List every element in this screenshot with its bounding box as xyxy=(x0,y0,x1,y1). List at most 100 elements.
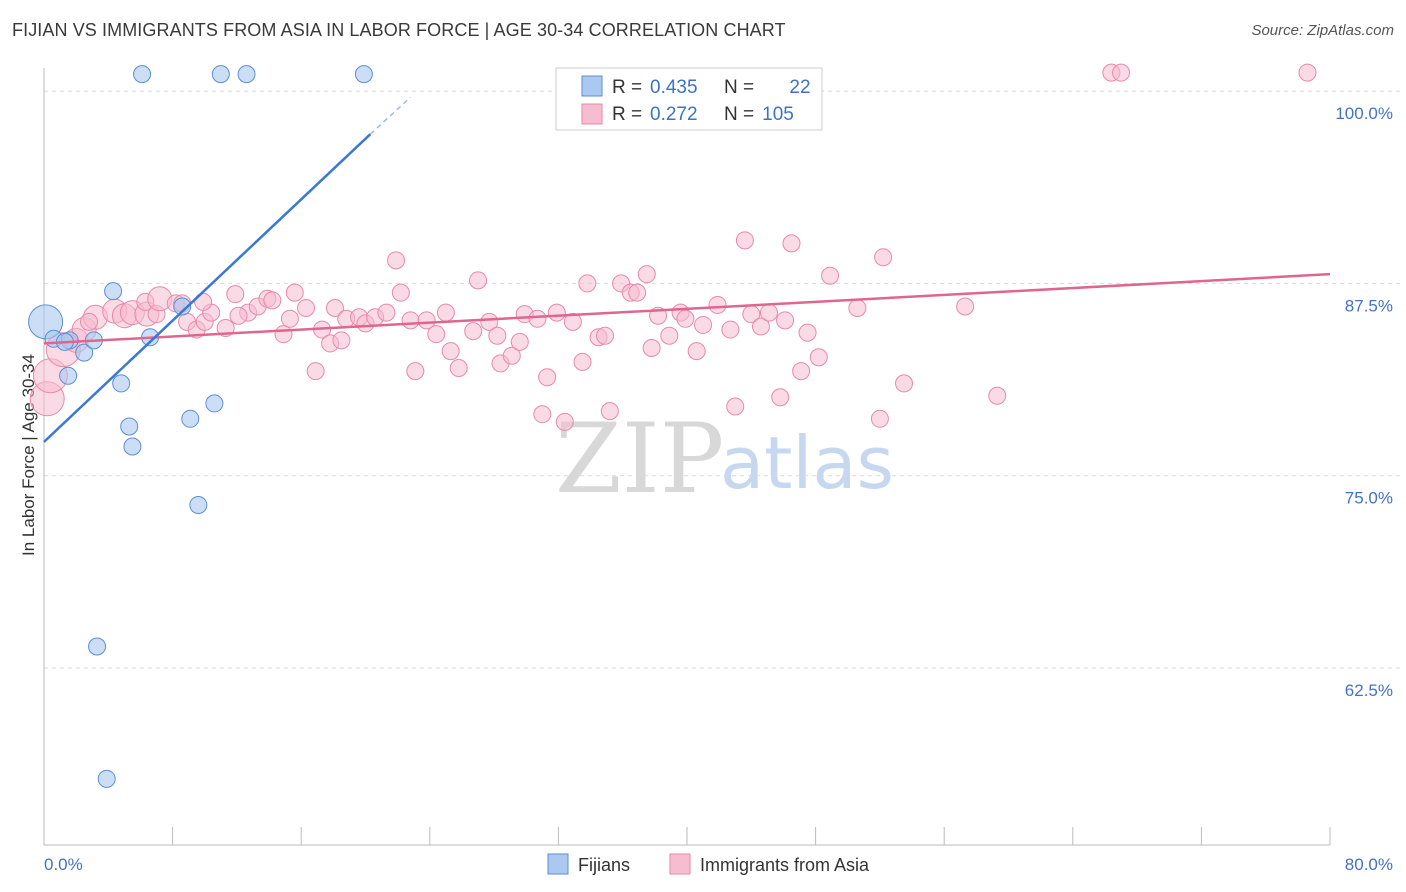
fijians-point xyxy=(88,637,107,656)
series-legend: Fijians Immigrants from Asia xyxy=(547,853,870,875)
asia-point xyxy=(578,274,597,293)
gridlines xyxy=(44,90,1400,669)
bottom-legend-asia: Immigrants from Asia xyxy=(700,855,870,875)
fijians-point xyxy=(97,769,116,788)
watermark: ZIP atlas xyxy=(555,403,894,515)
bottom-legend-swatch-asia xyxy=(669,853,691,875)
asia-point xyxy=(547,303,566,322)
fijians-point xyxy=(75,343,94,362)
axes xyxy=(43,68,1331,846)
stats-legend: R = 0.435 N = 22 R = 0.272 N = 105 xyxy=(555,67,823,131)
legend-swatch-fijians xyxy=(581,75,603,97)
asia-point xyxy=(1298,63,1317,82)
asia-point xyxy=(480,312,499,331)
legend-r-label-fijians: R = xyxy=(612,77,642,98)
series-immigrants-from-asia xyxy=(29,63,1317,431)
watermark-atlas: atlas xyxy=(720,421,894,505)
asia-point xyxy=(306,362,325,381)
fijians-point xyxy=(181,409,200,428)
asia-point xyxy=(563,312,582,331)
asia-point xyxy=(263,291,282,310)
asia-point xyxy=(406,362,425,381)
legend-r-label-asia: R = xyxy=(612,104,642,125)
asia-point xyxy=(694,315,713,334)
legend-n-value-fijians: 22 xyxy=(789,77,810,98)
legend-n-label-fijians: N = xyxy=(724,77,754,98)
asia-point xyxy=(687,342,706,361)
asia-point xyxy=(870,409,889,428)
asia-point xyxy=(642,339,661,358)
asia-point xyxy=(792,362,811,381)
asia-point xyxy=(660,326,679,345)
asia-point xyxy=(502,346,521,365)
y-axis-label: In Labor Force | Age 30-34 xyxy=(19,354,38,556)
asia-point xyxy=(80,312,99,331)
asia-point xyxy=(441,342,460,361)
fijians-point xyxy=(123,437,142,456)
asia-point xyxy=(821,266,840,285)
legend-n-label-asia: N = xyxy=(724,104,754,125)
asia-point xyxy=(771,388,790,407)
bottom-legend-swatch-fijians xyxy=(547,853,569,875)
asia-point xyxy=(332,331,351,350)
asia-point xyxy=(874,248,893,267)
asia-point xyxy=(528,309,547,328)
asia-point xyxy=(391,283,410,302)
asia-point xyxy=(759,303,778,322)
trend-line-fijians-extension xyxy=(369,96,412,135)
asia-point xyxy=(676,309,695,328)
watermark-zip: ZIP xyxy=(555,403,724,515)
asia-point xyxy=(555,412,574,431)
fijians-point xyxy=(104,282,123,301)
asia-point xyxy=(573,352,592,371)
legend-n-value-asia: 105 xyxy=(762,104,794,125)
fijians-point xyxy=(173,297,192,316)
y-tick-label: 62.5% xyxy=(1345,681,1393,700)
asia-point xyxy=(637,265,656,284)
series-fijians xyxy=(28,65,373,788)
asia-point xyxy=(297,299,316,318)
fijians-point xyxy=(112,374,131,393)
fijians-point xyxy=(189,495,208,514)
asia-point xyxy=(469,271,488,290)
asia-point xyxy=(226,285,245,304)
y-tick-label: 75.0% xyxy=(1345,489,1393,508)
asia-point xyxy=(751,317,770,336)
asia-point xyxy=(533,405,552,424)
asia-point xyxy=(285,283,304,302)
asia-point xyxy=(708,295,727,314)
asia-point xyxy=(449,359,468,378)
asia-point xyxy=(274,325,293,344)
asia-point xyxy=(1112,63,1131,82)
asia-point xyxy=(464,322,483,341)
asia-point xyxy=(280,309,299,328)
asia-point xyxy=(726,397,745,416)
legend-r-value-fijians: 0.435 xyxy=(650,77,698,98)
asia-point xyxy=(721,320,740,339)
asia-point xyxy=(377,303,396,322)
asia-point xyxy=(895,374,914,393)
asia-point xyxy=(848,299,867,318)
bottom-legend-fijians: Fijians xyxy=(578,855,630,875)
legend-r-value-asia: 0.272 xyxy=(650,104,698,125)
asia-point xyxy=(538,368,557,387)
fijians-point xyxy=(237,65,256,84)
fijians-point xyxy=(120,417,139,436)
asia-point xyxy=(596,326,615,345)
asia-point xyxy=(956,297,975,316)
x-tick-label-min: 0.0% xyxy=(44,855,83,874)
source-credit: Source: ZipAtlas.com xyxy=(1251,22,1394,39)
asia-point xyxy=(735,231,754,250)
y-tick-label: 100.0% xyxy=(1335,104,1393,123)
fijians-point xyxy=(211,65,230,84)
asia-point xyxy=(436,303,455,322)
asia-point xyxy=(401,311,420,330)
asia-point xyxy=(798,323,817,342)
asia-point xyxy=(325,299,344,318)
legend-swatch-asia xyxy=(581,103,603,125)
y-tick-label: 87.5% xyxy=(1345,296,1393,315)
trend-line-asia xyxy=(43,272,1331,345)
asia-point xyxy=(427,325,446,344)
chart-title: FIJIAN VS IMMIGRANTS FROM ASIA IN LABOR … xyxy=(12,20,786,40)
